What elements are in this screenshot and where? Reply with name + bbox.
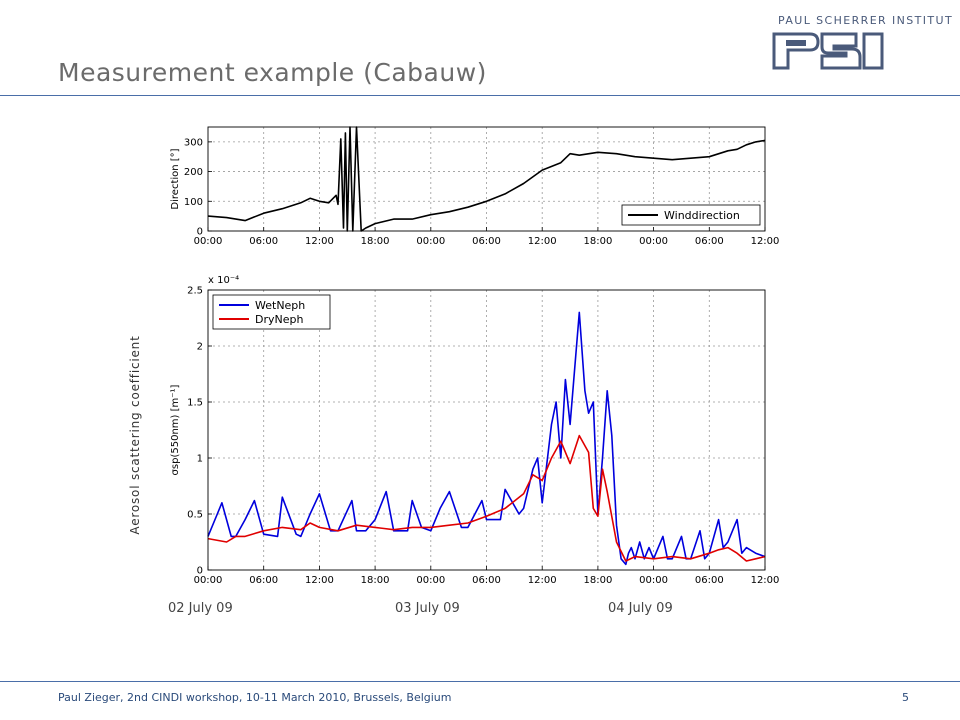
- x-tick-label: 06:00: [472, 236, 501, 247]
- x-tick-label: 18:00: [361, 575, 390, 586]
- plot-frame: [207, 126, 766, 232]
- x-tick-label: 06:00: [249, 236, 278, 247]
- footer-rule: [0, 681, 960, 682]
- day-label-3: 04 July 09: [608, 601, 673, 616]
- legend-box: [621, 204, 761, 226]
- x-tick-label: 18:00: [583, 236, 612, 247]
- legend-label: WetNeph: [255, 299, 305, 312]
- legend-label: DryNeph: [255, 313, 303, 326]
- footer-text: Paul Zieger, 2nd CINDI workshop, 10-11 M…: [58, 691, 452, 704]
- x-tick-label: 00:00: [194, 575, 223, 586]
- y-multiplier-label: x 10⁻⁴: [208, 275, 239, 286]
- psi-logo-icon: [772, 32, 884, 70]
- y-tick-label: 2: [197, 342, 203, 353]
- title-rule: [0, 95, 960, 96]
- y-tick-label: 2.5: [187, 286, 203, 297]
- legend-label: Winddirection: [664, 209, 740, 222]
- y-tick-label: 1.5: [187, 398, 203, 409]
- x-tick-label: 12:00: [305, 575, 334, 586]
- x-tick-label: 12:00: [305, 236, 334, 247]
- x-tick-label: 12:00: [751, 236, 780, 247]
- plot-frame: [207, 289, 766, 571]
- x-tick-label: 12:00: [528, 575, 557, 586]
- x-tick-label: 12:00: [751, 575, 780, 586]
- x-tick-label: 00:00: [639, 575, 668, 586]
- x-tick-label: 06:00: [472, 575, 501, 586]
- scattering-chart: 00:00 06:00 12:00 18:00 00:00 06:00 12:00 18:00…: [170, 275, 780, 586]
- x-tick-label: 06:00: [695, 236, 724, 247]
- institute-name: PAUL SCHERRER INSTITUT: [778, 14, 954, 27]
- legend-box: [212, 294, 331, 330]
- y-tick-label: 0: [197, 566, 203, 577]
- series-line-wetneph: [207, 311, 766, 566]
- slide-title: Measurement example (Cabauw): [58, 58, 487, 87]
- x-tick-label: 00:00: [416, 575, 445, 586]
- y-tick-label: 1: [197, 454, 203, 465]
- x-tick-label: 00:00: [416, 236, 445, 247]
- y-tick-label: 0.5: [187, 510, 203, 521]
- x-tick-label: 12:00: [528, 236, 557, 247]
- series-line-winddirection: [207, 126, 766, 232]
- side-axis-label: Aerosol scattering coefficient: [128, 335, 142, 535]
- page-number: 5: [902, 691, 909, 704]
- y-tick-label: 0: [197, 227, 203, 238]
- wind-direction-chart: 00:00 06:00 12:00 18:00 00:00 06:00 12:00 18:00…: [170, 126, 780, 247]
- y-tick-label: 300: [184, 137, 203, 148]
- y-tick-label: 200: [184, 167, 203, 178]
- series-line-dryneph: [207, 434, 766, 562]
- day-label-1: 02 July 09: [168, 601, 233, 616]
- y-tick-label: 100: [184, 197, 203, 208]
- x-tick-label: 06:00: [695, 575, 724, 586]
- day-label-2: 03 July 09: [395, 601, 460, 616]
- x-tick-label: 00:00: [639, 236, 668, 247]
- x-tick-label: 06:00: [249, 575, 278, 586]
- x-tick-label: 00:00: [194, 236, 223, 247]
- y-axis-label: σsp(550nm) [m⁻¹]: [170, 384, 181, 475]
- y-axis-label: Direction [°]: [170, 148, 181, 209]
- x-tick-label: 18:00: [583, 575, 612, 586]
- x-tick-label: 18:00: [361, 236, 390, 247]
